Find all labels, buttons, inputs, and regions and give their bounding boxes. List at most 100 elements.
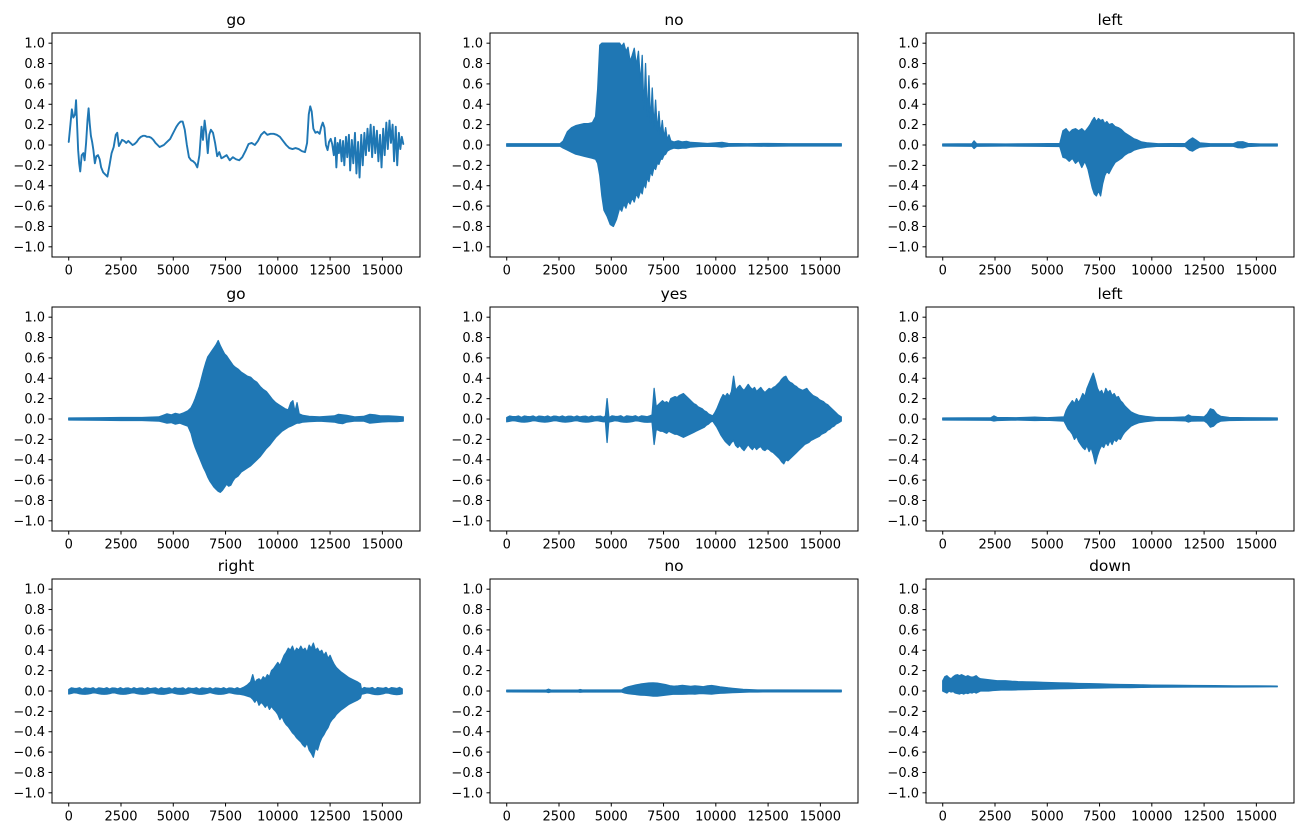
x-tick-label: 10000 bbox=[695, 264, 736, 279]
y-tick-label: −0.8 bbox=[451, 766, 483, 781]
x-tick-label: 2500 bbox=[542, 264, 575, 279]
x-tick-label: 0 bbox=[939, 538, 947, 553]
y-tick-label: 0.8 bbox=[24, 57, 45, 72]
x-tick-label: 0 bbox=[65, 810, 73, 825]
waveform-line bbox=[67, 99, 405, 179]
waveform-envelope bbox=[506, 375, 842, 465]
y-tick-label: 0.0 bbox=[24, 413, 45, 428]
y-tick-label: −0.6 bbox=[13, 200, 45, 215]
y-tick-label: −0.6 bbox=[451, 474, 483, 489]
y-tick-label: −0.2 bbox=[13, 159, 45, 174]
x-tick-label: 10000 bbox=[257, 810, 298, 825]
x-tick-label: 7500 bbox=[1083, 810, 1116, 825]
plot-title: go bbox=[226, 285, 245, 303]
y-tick-label: 0.6 bbox=[24, 77, 45, 92]
y-tick-label: 0.0 bbox=[898, 413, 919, 428]
y-tick-label: 1.0 bbox=[462, 311, 483, 326]
y-tick-label: −0.6 bbox=[887, 474, 919, 489]
y-tick-label: −0.6 bbox=[887, 746, 919, 761]
x-tick-label: 0 bbox=[939, 264, 947, 279]
y-tick-label: −1.0 bbox=[887, 240, 919, 255]
x-tick-label: 2500 bbox=[104, 264, 137, 279]
y-tick-label: −0.4 bbox=[13, 725, 45, 740]
x-tick-label: 15000 bbox=[800, 810, 841, 825]
y-tick-label: 0.8 bbox=[462, 603, 483, 618]
x-tick-label: 10000 bbox=[695, 810, 736, 825]
y-tick-label: 0.0 bbox=[898, 685, 919, 700]
y-tick-label: 1.0 bbox=[898, 311, 919, 326]
y-tick-label: −1.0 bbox=[451, 514, 483, 529]
x-tick-label: 2500 bbox=[542, 810, 575, 825]
y-tick-label: 0.2 bbox=[24, 664, 45, 679]
x-tick-label: 12500 bbox=[1183, 264, 1224, 279]
x-tick-label: 2500 bbox=[978, 264, 1011, 279]
y-tick-label: −0.8 bbox=[13, 766, 45, 781]
y-tick-label: 0.2 bbox=[898, 664, 919, 679]
y-tick-label: −0.2 bbox=[451, 433, 483, 448]
y-tick-label: 0.0 bbox=[24, 685, 45, 700]
y-tick-label: 1.0 bbox=[462, 37, 483, 52]
y-tick-label: 0.2 bbox=[898, 118, 919, 133]
subplot-down-8: 1.0 0.8 0.6 0.4 0.2 0.0 −0.2 −0.4 −0.6 −0.8 −1.0 0 2… bbox=[887, 557, 1295, 825]
waveform-envelope bbox=[942, 674, 1278, 695]
y-tick-label: −0.4 bbox=[887, 179, 919, 194]
y-tick-label: 0.2 bbox=[24, 118, 45, 133]
y-tick-label: 0.6 bbox=[898, 77, 919, 92]
plot-title: left bbox=[1097, 11, 1122, 29]
x-tick-label: 10000 bbox=[1131, 538, 1172, 553]
y-tick-label: −0.6 bbox=[451, 746, 483, 761]
y-tick-label: −0.6 bbox=[451, 200, 483, 215]
y-tick-label: 1.0 bbox=[24, 37, 45, 52]
y-tick-label: 1.0 bbox=[24, 311, 45, 326]
y-tick-label: 0.8 bbox=[462, 331, 483, 346]
y-tick-label: 0.0 bbox=[898, 139, 919, 154]
x-tick-label: 15000 bbox=[362, 264, 403, 279]
x-tick-label: 5000 bbox=[595, 264, 628, 279]
y-tick-label: 0.6 bbox=[898, 623, 919, 638]
y-tick-label: 0.4 bbox=[898, 372, 919, 387]
waveform-envelope bbox=[942, 116, 1278, 197]
subplot-right-6: 1.0 0.8 0.6 0.4 0.2 0.0 −0.2 −0.4 −0.6 −0.8 −1.0 0 2… bbox=[13, 557, 421, 825]
x-tick-label: 12500 bbox=[1183, 538, 1224, 553]
y-tick-label: −0.6 bbox=[13, 746, 45, 761]
y-tick-label: −0.4 bbox=[13, 453, 45, 468]
x-tick-label: 0 bbox=[503, 538, 511, 553]
subplot-no-7: 1.0 0.8 0.6 0.4 0.2 0.0 −0.2 −0.4 −0.6 −0.8 −1.0 0 2… bbox=[451, 557, 859, 825]
y-tick-label: 1.0 bbox=[462, 583, 483, 598]
waveform-envelope bbox=[68, 642, 403, 758]
y-tick-label: 0.0 bbox=[462, 413, 483, 428]
waveform-envelope bbox=[942, 372, 1278, 465]
x-tick-label: 15000 bbox=[1236, 264, 1277, 279]
y-tick-label: −0.2 bbox=[887, 433, 919, 448]
y-tick-label: 0.4 bbox=[462, 98, 483, 113]
y-tick-label: 0.8 bbox=[898, 331, 919, 346]
x-tick-label: 15000 bbox=[800, 538, 841, 553]
y-tick-label: 0.8 bbox=[898, 57, 919, 72]
y-tick-label: 0.4 bbox=[898, 98, 919, 113]
y-tick-label: −0.8 bbox=[887, 220, 919, 235]
x-tick-label: 7500 bbox=[1083, 264, 1116, 279]
x-tick-label: 5000 bbox=[1031, 810, 1064, 825]
y-tick-label: −0.2 bbox=[13, 433, 45, 448]
y-tick-label: −0.2 bbox=[451, 705, 483, 720]
y-tick-label: −0.2 bbox=[887, 159, 919, 174]
y-tick-label: −1.0 bbox=[13, 786, 45, 801]
y-tick-label: −0.6 bbox=[13, 474, 45, 489]
x-tick-label: 7500 bbox=[647, 810, 680, 825]
waveform-envelope bbox=[506, 682, 842, 697]
x-tick-label: 15000 bbox=[1236, 538, 1277, 553]
y-tick-label: −1.0 bbox=[887, 514, 919, 529]
y-tick-label: −0.4 bbox=[887, 725, 919, 740]
y-tick-label: 0.4 bbox=[24, 98, 45, 113]
y-tick-label: 0.8 bbox=[898, 603, 919, 618]
x-tick-label: 7500 bbox=[209, 538, 242, 553]
y-tick-label: −0.4 bbox=[451, 725, 483, 740]
y-tick-label: 0.6 bbox=[24, 623, 45, 638]
x-tick-label: 0 bbox=[939, 810, 947, 825]
y-tick-label: −0.8 bbox=[13, 220, 45, 235]
x-tick-label: 0 bbox=[503, 810, 511, 825]
subplot-yes-4: 1.0 0.8 0.6 0.4 0.2 0.0 −0.2 −0.4 −0.6 −0.8 −1.0 0 2… bbox=[451, 285, 859, 553]
plot-title: no bbox=[664, 11, 683, 29]
x-tick-label: 5000 bbox=[595, 810, 628, 825]
y-tick-label: 1.0 bbox=[898, 37, 919, 52]
